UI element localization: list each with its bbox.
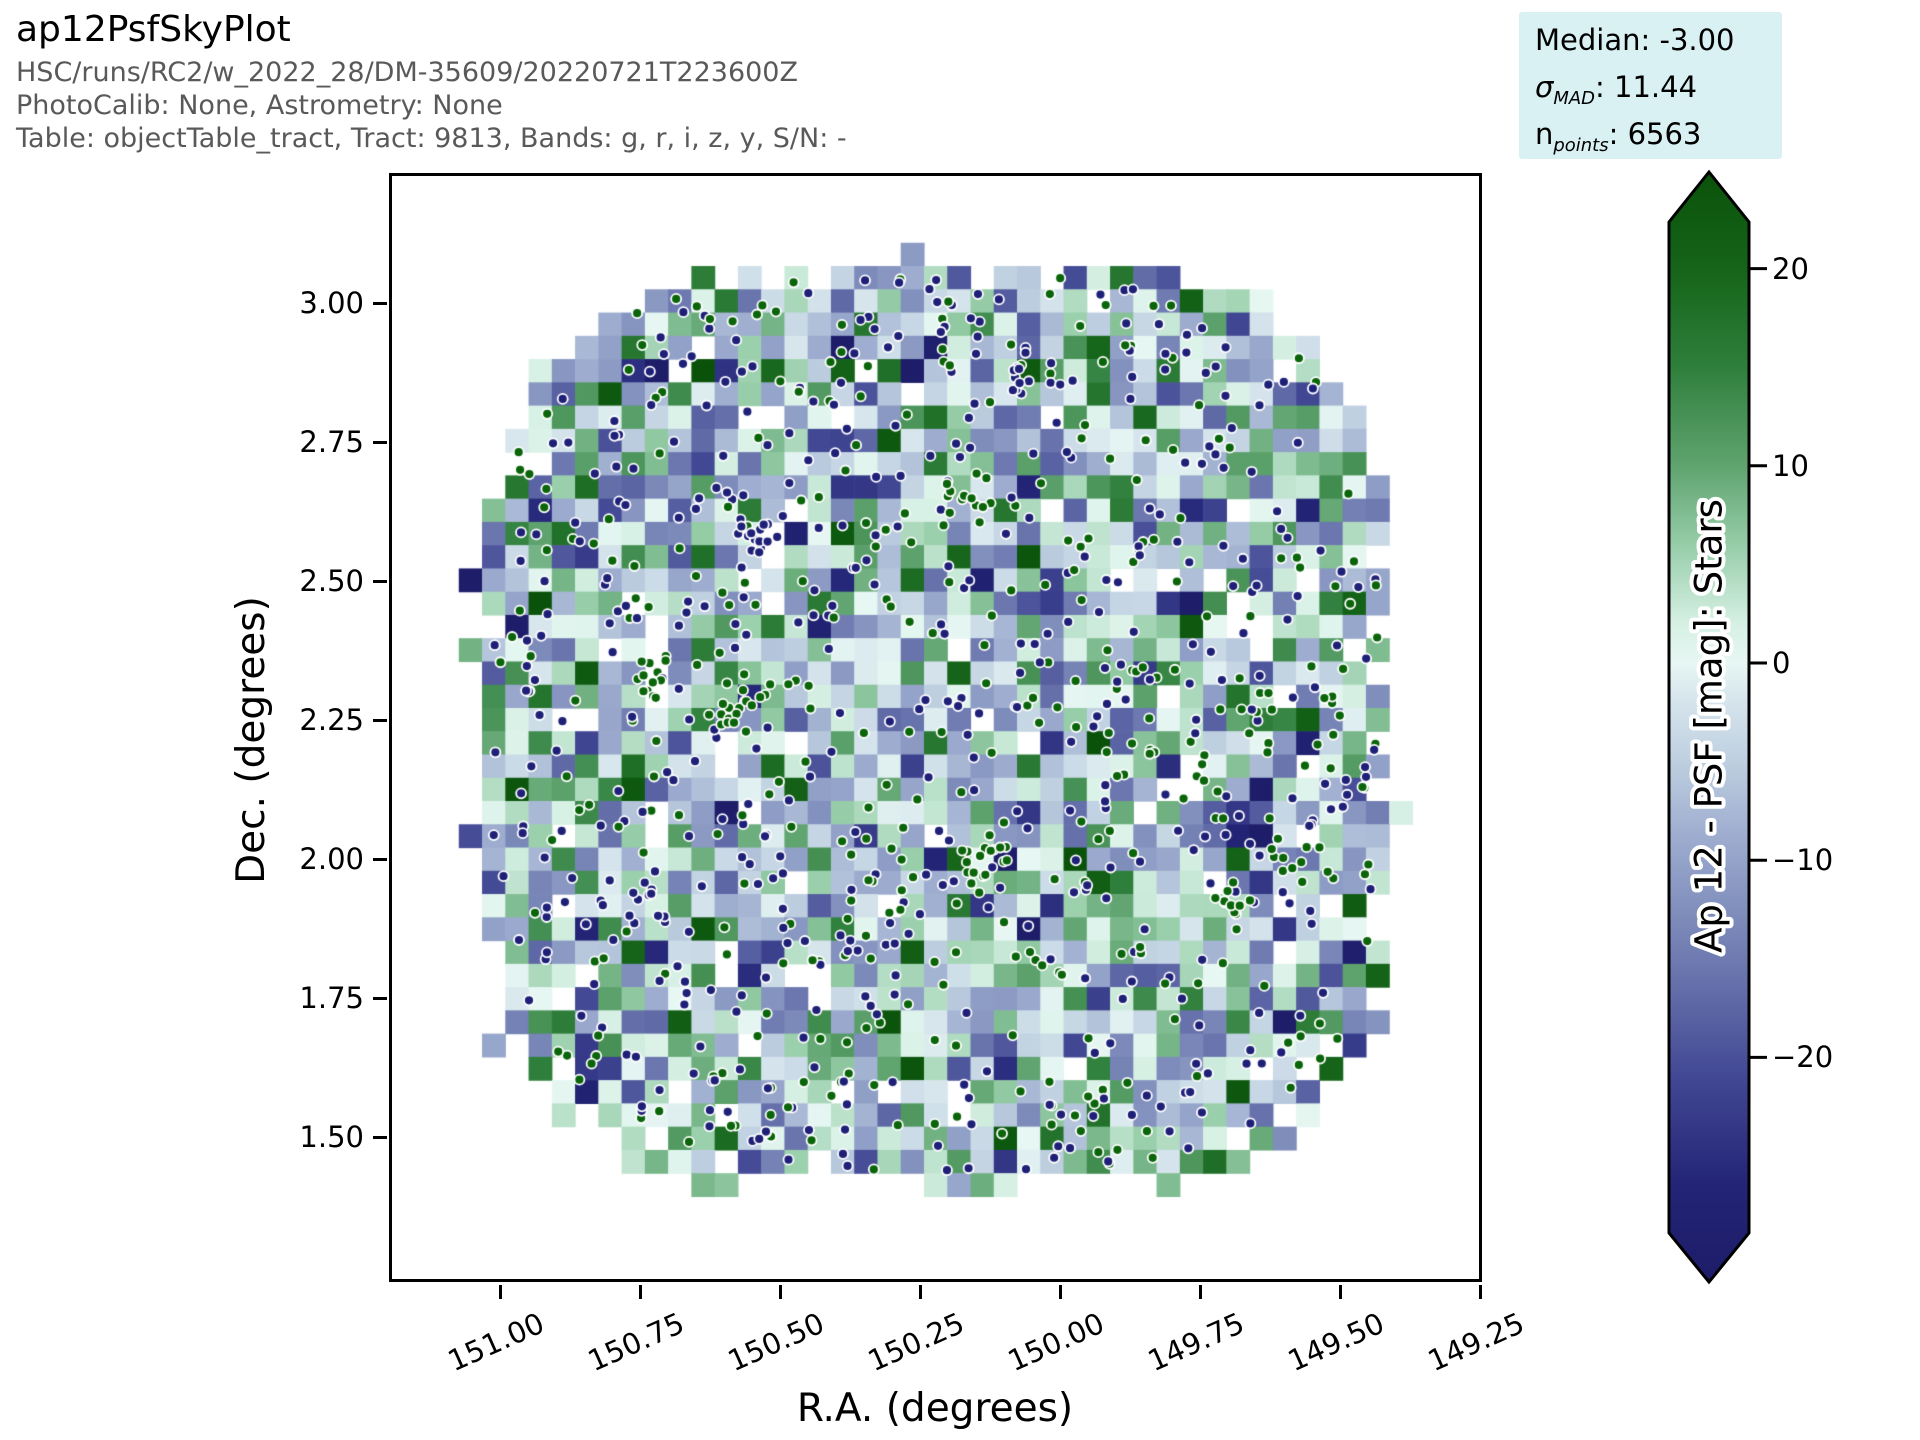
y-axis-tick [373, 997, 387, 1000]
x-axis-tick-label: 150.25 [862, 1305, 970, 1379]
x-axis-tick [1059, 1285, 1062, 1299]
y-axis-tick [373, 441, 387, 444]
y-axis-tick [373, 580, 387, 583]
x-axis-tick-label: 151.00 [442, 1305, 550, 1379]
table-info-line: Table: objectTable_tract, Tract: 9813, B… [16, 123, 847, 154]
stat-line: npoints: 6563 [1535, 117, 1702, 156]
stats-box: Median: -3.00 σMAD: 11.44 npoints: 6563 [1519, 12, 1782, 159]
x-axis-tick [1339, 1285, 1342, 1299]
x-axis-tick-label: 150.00 [1002, 1305, 1110, 1379]
colorbar: Ap 12 - PSF [mag]: Stars [1667, 169, 1767, 1285]
colorbar-tick-label: −10 [1772, 843, 1834, 878]
y-axis-tick-label: 1.75 [299, 981, 364, 1015]
colorbar-gradient-bar [1667, 169, 1751, 1285]
stat-line: σMAD: 11.44 [1535, 70, 1698, 109]
colorbar-tick-label: −20 [1772, 1040, 1834, 1075]
y-axis-tick [373, 719, 387, 722]
y-axis-tick-label: 2.50 [299, 564, 364, 598]
x-axis-tick-label: 150.75 [582, 1305, 690, 1379]
x-axis-tick [1199, 1285, 1202, 1299]
y-axis-tick-label: 1.50 [299, 1120, 364, 1154]
x-axis-tick-label: 149.25 [1422, 1305, 1530, 1379]
page-title: ap12PsfSkyPlot [16, 9, 291, 50]
colorbar-tick-label: 10 [1772, 448, 1809, 483]
y-axis-tick-label: 2.25 [299, 703, 364, 737]
y-axis-tick-label: 2.75 [299, 425, 364, 459]
y-axis-tick-label: 2.00 [299, 842, 364, 876]
x-axis-tick [499, 1285, 502, 1299]
x-axis-tick [779, 1285, 782, 1299]
run-info: HSC/runs/RC2/w_2022_28/DM-35609/20220721… [16, 56, 847, 155]
colorbar-tick-label: 0 [1772, 646, 1791, 680]
x-axis-tick [639, 1285, 642, 1299]
x-axis-tick [919, 1285, 922, 1299]
run-collection-line: HSC/runs/RC2/w_2022_28/DM-35609/20220721… [16, 57, 798, 88]
y-axis-tick [373, 302, 387, 305]
sky-plot-canvas [389, 173, 1482, 1282]
colorbar-ticks [1749, 267, 1767, 1059]
colorbar-axis-label: Ap 12 - PSF [mag]: Stars [1688, 499, 1731, 953]
dec-axis-label: Dec. (degrees) [229, 596, 274, 884]
y-axis-tick [373, 858, 387, 861]
x-axis-tick [1479, 1285, 1482, 1299]
y-axis-tick-label: 3.00 [299, 286, 364, 320]
calibration-line: PhotoCalib: None, Astrometry: None [16, 90, 503, 121]
x-axis-tick-label: 149.75 [1142, 1305, 1250, 1379]
colorbar-tick-label: 20 [1772, 251, 1809, 286]
stat-line: Median: -3.00 [1535, 23, 1735, 57]
x-axis-tick-label: 149.50 [1282, 1305, 1390, 1379]
y-axis-tick [373, 1136, 387, 1139]
ra-axis-label: R.A. (degrees) [796, 1386, 1074, 1431]
x-axis-tick-label: 150.50 [722, 1305, 830, 1379]
plot-frame [389, 173, 1482, 1282]
